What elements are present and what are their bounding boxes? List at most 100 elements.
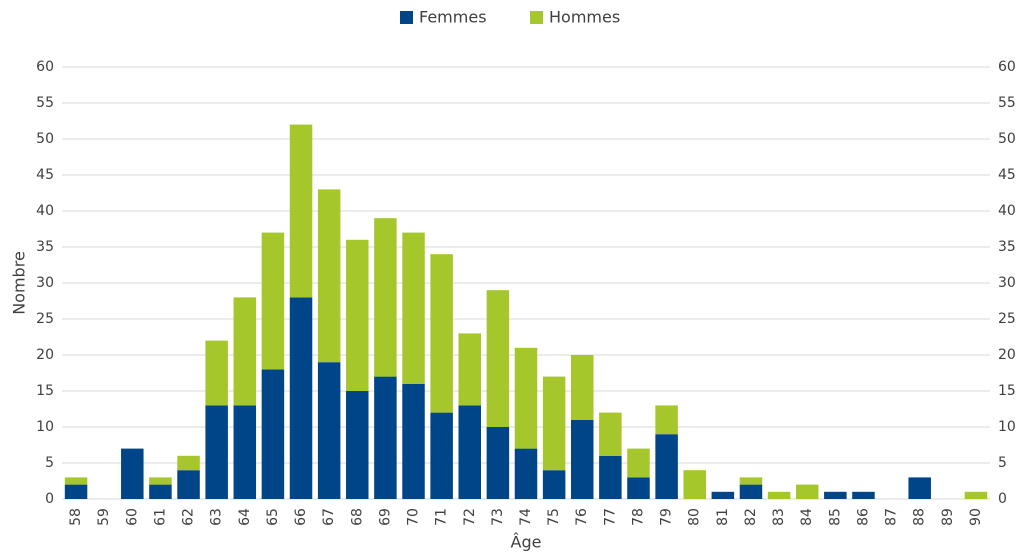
y-tick-label: 10	[36, 419, 54, 435]
x-tick-label: 70	[406, 508, 422, 526]
x-axis-label: Âge	[511, 533, 542, 552]
x-tick-label: 75	[546, 508, 562, 526]
bar-segment	[289, 297, 313, 499]
y-tick-label: 55	[36, 95, 54, 111]
y-tick-label: 20	[36, 347, 54, 363]
legend-swatch	[400, 11, 413, 24]
bar-segment	[64, 484, 88, 499]
x-tick-label: 85	[827, 508, 843, 526]
bar-segment	[233, 405, 257, 499]
x-tick-label: 76	[574, 508, 590, 526]
y-tick-label: 0	[45, 491, 54, 507]
bar-segment	[346, 239, 369, 391]
x-tick-label: 62	[181, 508, 197, 526]
x-tick-label: 69	[377, 508, 393, 526]
x-tick-label: 78	[630, 508, 646, 526]
x-tick-label: 81	[715, 508, 731, 526]
bar-segment	[767, 491, 791, 499]
bar-segment	[711, 491, 735, 499]
y-tick-label: 35	[36, 239, 54, 255]
bar-segment	[317, 362, 341, 499]
y2-tick-label: 35	[998, 239, 1016, 255]
bar-segment	[261, 232, 285, 370]
bar-segment	[655, 405, 678, 435]
y-tick-label: 30	[36, 275, 54, 291]
y2-tick-label: 5	[998, 455, 1007, 471]
bar-segment	[149, 484, 172, 499]
bar-segment	[430, 254, 453, 413]
y2-tick-label: 30	[998, 275, 1016, 291]
x-tick-label: 74	[518, 508, 534, 526]
x-tick-label: 88	[912, 508, 928, 526]
bar-segment	[205, 340, 228, 406]
bar-segment	[121, 448, 144, 499]
bar-segment	[627, 477, 650, 499]
bar-segment	[852, 491, 875, 499]
bar-segment	[177, 470, 200, 499]
y2-tick-label: 20	[998, 347, 1016, 363]
bar-segment	[289, 124, 313, 298]
x-tick-label: 68	[349, 508, 365, 526]
bar-segment	[627, 448, 650, 478]
bar-segment	[514, 448, 538, 499]
bar-segment	[514, 347, 538, 449]
bar-segment	[683, 470, 706, 499]
y-tick-label: 60	[36, 59, 54, 75]
legend-swatch	[530, 11, 543, 24]
bar-segment	[64, 477, 88, 485]
x-tick-label: 86	[855, 508, 871, 526]
bar-segment	[374, 376, 397, 499]
y-tick-label: 40	[36, 203, 54, 219]
bar-segment	[317, 189, 341, 363]
x-tick-label: 67	[321, 508, 337, 526]
bar-segment	[402, 232, 425, 384]
bar-segment	[739, 484, 763, 499]
x-tick-label: 66	[293, 508, 309, 526]
bar-segment	[599, 455, 622, 499]
bar-segment	[205, 405, 228, 499]
bar-segment	[795, 484, 819, 499]
y2-tick-label: 25	[998, 311, 1016, 327]
bar-segment	[486, 290, 510, 427]
bar-segment	[486, 427, 510, 499]
x-tick-label: 83	[771, 508, 787, 526]
x-tick-label: 77	[602, 508, 618, 526]
bar-segment	[655, 434, 678, 499]
bar-segment	[261, 369, 285, 499]
bar-segment	[599, 412, 622, 456]
x-tick-label: 59	[96, 508, 112, 526]
legend-label: Hommes	[549, 8, 620, 27]
bar-segment	[542, 376, 566, 471]
bar-segment	[570, 419, 594, 499]
x-tick-label: 82	[743, 508, 759, 526]
bar-segment	[149, 477, 172, 485]
y2-tick-label: 45	[998, 167, 1016, 183]
bar-segment	[908, 477, 931, 499]
y2-tick-label: 40	[998, 203, 1016, 219]
x-tick-label: 63	[209, 508, 225, 526]
x-tick-label: 65	[265, 508, 281, 526]
x-tick-label: 84	[799, 508, 815, 526]
y2-tick-label: 15	[998, 383, 1016, 399]
bar-segment	[458, 333, 482, 406]
bar-segment	[542, 470, 566, 499]
y-tick-label: 25	[36, 311, 54, 327]
y-tick-label: 50	[36, 131, 54, 147]
bar-segment	[402, 383, 425, 499]
y2-tick-label: 60	[998, 59, 1016, 75]
bar-segment	[346, 391, 369, 499]
x-tick-label: 58	[68, 508, 84, 526]
y-tick-label: 15	[36, 383, 54, 399]
y2-tick-label: 50	[998, 131, 1016, 147]
x-tick-label: 60	[124, 508, 140, 526]
bar-segment	[458, 405, 482, 499]
bar-segment	[233, 297, 257, 406]
x-tick-label: 61	[152, 508, 168, 526]
bar-segment	[430, 412, 453, 499]
bar-segment	[374, 218, 397, 377]
x-tick-label: 72	[462, 508, 478, 526]
x-tick-label: 64	[237, 508, 253, 526]
x-tick-label: 90	[968, 508, 984, 526]
y-tick-label: 45	[36, 167, 54, 183]
